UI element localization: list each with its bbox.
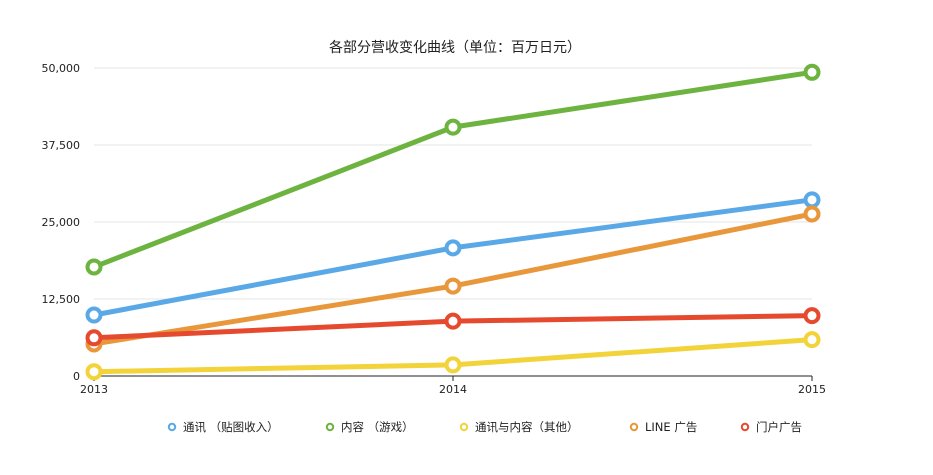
data-point — [85, 329, 103, 347]
data-point — [85, 258, 103, 276]
y-tick-label: 50,000 — [42, 62, 81, 75]
data-point — [803, 191, 821, 209]
legend-marker-icon — [629, 422, 639, 432]
legend-marker-icon — [740, 422, 750, 432]
data-point — [444, 118, 462, 136]
y-tick-label: 0 — [73, 370, 80, 383]
x-tick-label: 2014 — [439, 383, 467, 396]
x-tick-label: 2013 — [80, 383, 108, 396]
data-point — [444, 277, 462, 295]
x-axis: 2013 2014 2015 — [80, 375, 826, 396]
legend-label: 门户广告 — [756, 420, 802, 434]
data-point — [803, 205, 821, 223]
y-axis: 0 12,500 25,000 37,500 50,000 — [42, 62, 81, 383]
series-group — [85, 63, 821, 381]
data-point — [803, 63, 821, 81]
y-tick-label: 25,000 — [42, 216, 81, 229]
legend-marker-icon — [167, 422, 177, 432]
data-point — [444, 356, 462, 374]
data-point — [85, 363, 103, 381]
data-point — [803, 331, 821, 349]
legend-marker-icon — [459, 422, 469, 432]
data-point — [444, 239, 462, 257]
chart-title: 各部分营收变化曲线（单位：百万日元） — [329, 40, 581, 56]
grid — [94, 67, 812, 300]
legend-label: 内容 （游戏） — [341, 420, 414, 434]
legend-label: 通讯 （贴图收入） — [183, 420, 279, 434]
y-tick-label: 12,500 — [42, 293, 81, 306]
data-point — [444, 312, 462, 330]
y-tick-label: 37,500 — [42, 139, 81, 152]
data-point — [803, 307, 821, 325]
series-line — [91, 197, 815, 318]
legend-label: 通讯与内容（其他） — [475, 420, 579, 434]
legend: 通讯 （贴图收入） 内容 （游戏） 通讯与内容（其他） LINE 广告 门户广告 — [167, 420, 802, 434]
data-point — [85, 306, 103, 324]
legend-marker-icon — [325, 422, 335, 432]
legend-label: LINE 广告 — [645, 420, 697, 434]
x-tick-label: 2015 — [798, 383, 826, 396]
